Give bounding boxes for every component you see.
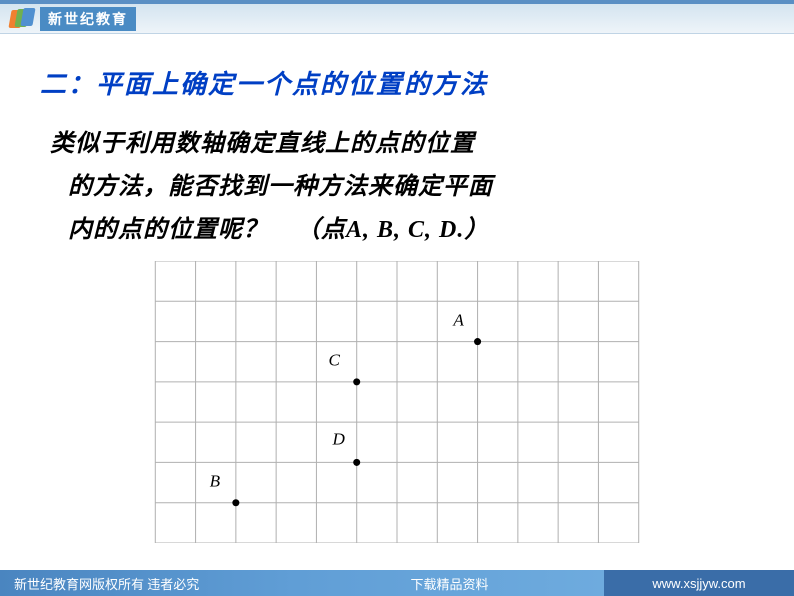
body-paragraph: 类似于利用数轴确定直线上的点的位置 的方法，能否找到一种方法来确定平面 内的点的… [40, 123, 754, 253]
grid-svg: A C D B [147, 261, 647, 543]
point-C [353, 378, 360, 385]
point-label-D: D [332, 429, 346, 448]
body-line-1: 类似于利用数轴确定直线上的点的位置 [50, 131, 475, 157]
section-heading: 二：平面上确定一个点的位置的方法 [40, 64, 754, 101]
point-D [353, 458, 360, 465]
footer-url: www.xsjjyw.com [604, 570, 794, 596]
logo: 新世纪教育 [10, 7, 136, 31]
footer-mid: 下载精品资料 [295, 570, 604, 596]
logo-text: 新世纪教育 [40, 7, 136, 31]
body-line-3: 内的点的位置呢？ （点A, B, C, D.） [50, 209, 754, 252]
footer-copyright: 新世纪教育网版权所有 违者必究 [0, 570, 295, 596]
body-line-2: 的方法，能否找到一种方法来确定平面 [50, 166, 754, 209]
footer-bar: 新世纪教育网版权所有 违者必究 下载精品资料 www.xsjjyw.com [0, 570, 794, 596]
content-area: 二：平面上确定一个点的位置的方法 类似于利用数轴确定直线上的点的位置 的方法，能… [0, 34, 794, 543]
point-A [474, 338, 481, 345]
books-icon [10, 8, 36, 30]
coordinate-grid: A C D B [147, 261, 647, 543]
point-B [232, 499, 239, 506]
point-label-A: A [452, 310, 464, 329]
point-label-B: B [210, 471, 221, 490]
top-bar: 新世纪教育 [0, 4, 794, 34]
point-label-C: C [329, 350, 341, 369]
